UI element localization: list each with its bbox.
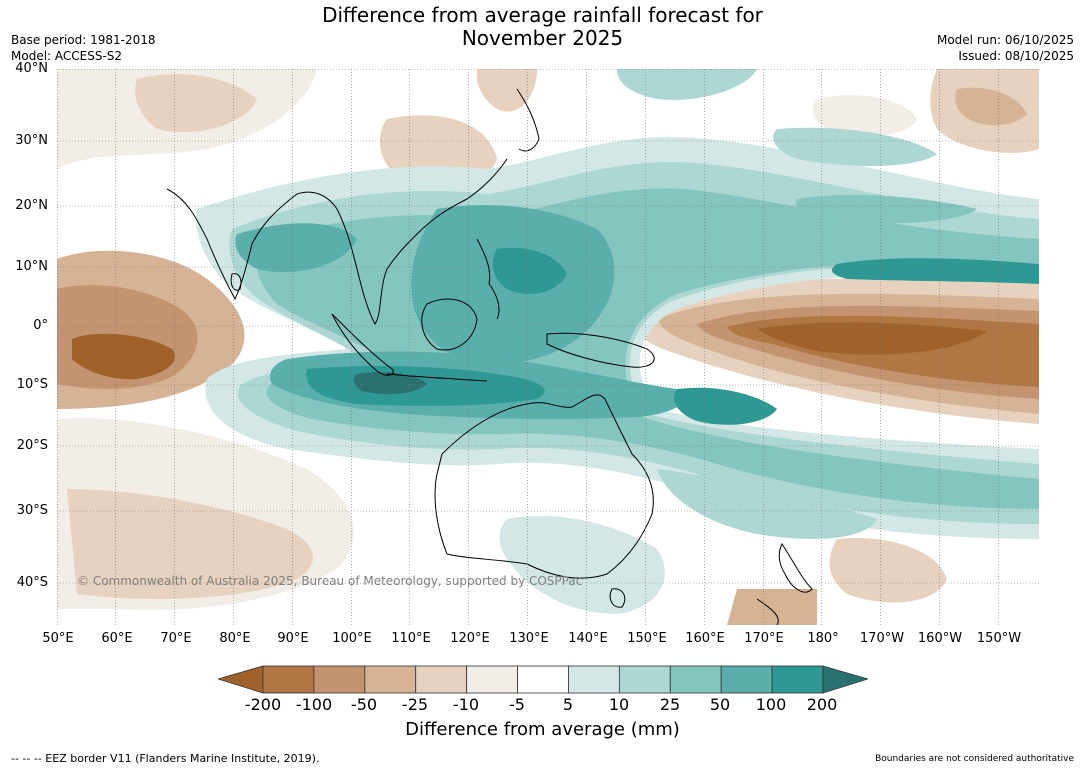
lon-label: 160°W [917,631,963,646]
colorbar-tick-label: -200 [244,695,282,714]
colorbar-arrow-right [822,665,868,694]
new-zealand-south-coast [756,598,779,625]
rainfall-anomaly-map [57,69,1039,625]
coastlines [166,88,813,625]
lon-label: 70°E [160,631,192,646]
lat-label: 10°N [15,259,48,274]
lon-label: 150°W [976,631,1022,646]
philippines-coast [476,238,500,320]
colorbar-tick-label: 200 [806,695,838,714]
australia-coast [434,394,654,579]
tasmania-coast [609,588,626,608]
colorbar-segment [262,665,315,694]
lat-label: 30°N [15,133,48,148]
lat-label: 30°S [16,503,48,518]
lat-label: 0° [33,318,48,333]
colorbar-segment [415,665,468,694]
borneo-coast [421,298,478,351]
colorbar-tick-label: 10 [608,695,630,714]
colorbar-title: Difference from average (mm) [405,719,680,740]
colorbar [218,665,868,694]
title-line-2: November 2025 [461,26,624,50]
colorbar-tick-label: 50 [709,695,731,714]
new-zealand-north-coast [778,543,813,593]
colorbar-segment [364,665,417,694]
new-guinea-coast [546,332,655,368]
lon-label: 110°E [391,631,431,646]
colorbar-segment [720,665,773,694]
colorbar-segment [618,665,671,694]
lon-label: 160°E [685,631,725,646]
model-name: Model: ACCESS-S2 [11,49,123,63]
japan-coast [516,88,540,152]
boundaries-disclaimer: Boundaries are not considered authoritat… [875,754,1074,764]
lon-label: 60°E [101,631,133,646]
colorbar-segment [517,665,569,694]
colorbar-tick-label: 100 [755,695,787,714]
java-coast [386,373,488,382]
issued-date: Issued: 08/10/2025 [958,49,1074,63]
lon-label: 150°E [627,631,667,646]
lat-label: 20°S [16,438,48,453]
lon-label: 140°E [568,631,608,646]
se-asia-coast [296,158,508,325]
title-line-1: Difference from average rainfall forecas… [322,3,763,27]
colorbar-tick-label: -25 [401,695,429,714]
lat-label: 40°N [15,61,48,76]
eez-border-note: -- -- -- EEZ border V11 (Flanders Marine… [11,752,320,765]
copyright-notice: © Commonwealth of Australia 2025, Bureau… [77,574,583,588]
colorbar-tick-label: 5 [562,695,574,714]
dry-anomaly-regions [57,69,1039,625]
colorbar-tick-label: -100 [295,695,333,714]
lon-label: 170°E [744,631,784,646]
lon-label: 50°E [42,631,74,646]
colorbar-segment [771,665,824,694]
lon-label: 130°E [509,631,549,646]
lat-label: 20°N [15,198,48,213]
model-run: Model run: 06/10/2025 [936,33,1074,47]
colorbar-segments [262,665,824,694]
base-period: Base period: 1981-2018 [11,33,156,47]
lon-label: 120°E [450,631,490,646]
colorbar-tick-label: -10 [452,695,480,714]
colorbar-segment [466,665,518,694]
colorbar-segment [313,665,366,694]
lon-label: 170°W [859,631,905,646]
lat-label: 10°S [16,377,48,392]
lon-label: 100°E [332,631,372,646]
colorbar-segment [669,665,722,694]
colorbar-tick-label: -50 [350,695,378,714]
meta-right: Model run: 06/10/2025 Issued: 08/10/2025 [937,32,1074,64]
india-coast [166,188,298,301]
colorbar-tick-label: -5 [509,695,525,714]
colorbar-arrow-left [218,665,264,694]
map-svg [57,69,1039,625]
meta-left: Base period: 1981-2018 Model: ACCESS-S2 [11,32,156,64]
colorbar-segment [568,665,620,694]
sri-lanka-coast [230,273,242,291]
lon-label: 180° [807,631,839,646]
colorbar-tick-label: 25 [659,695,681,714]
wet-anomaly-regions [196,69,1039,614]
lon-label: 90°E [277,631,309,646]
chart-title: Difference from average rainfall forecas… [0,4,1085,50]
lat-label: 40°S [16,575,48,590]
lon-label: 80°E [219,631,251,646]
